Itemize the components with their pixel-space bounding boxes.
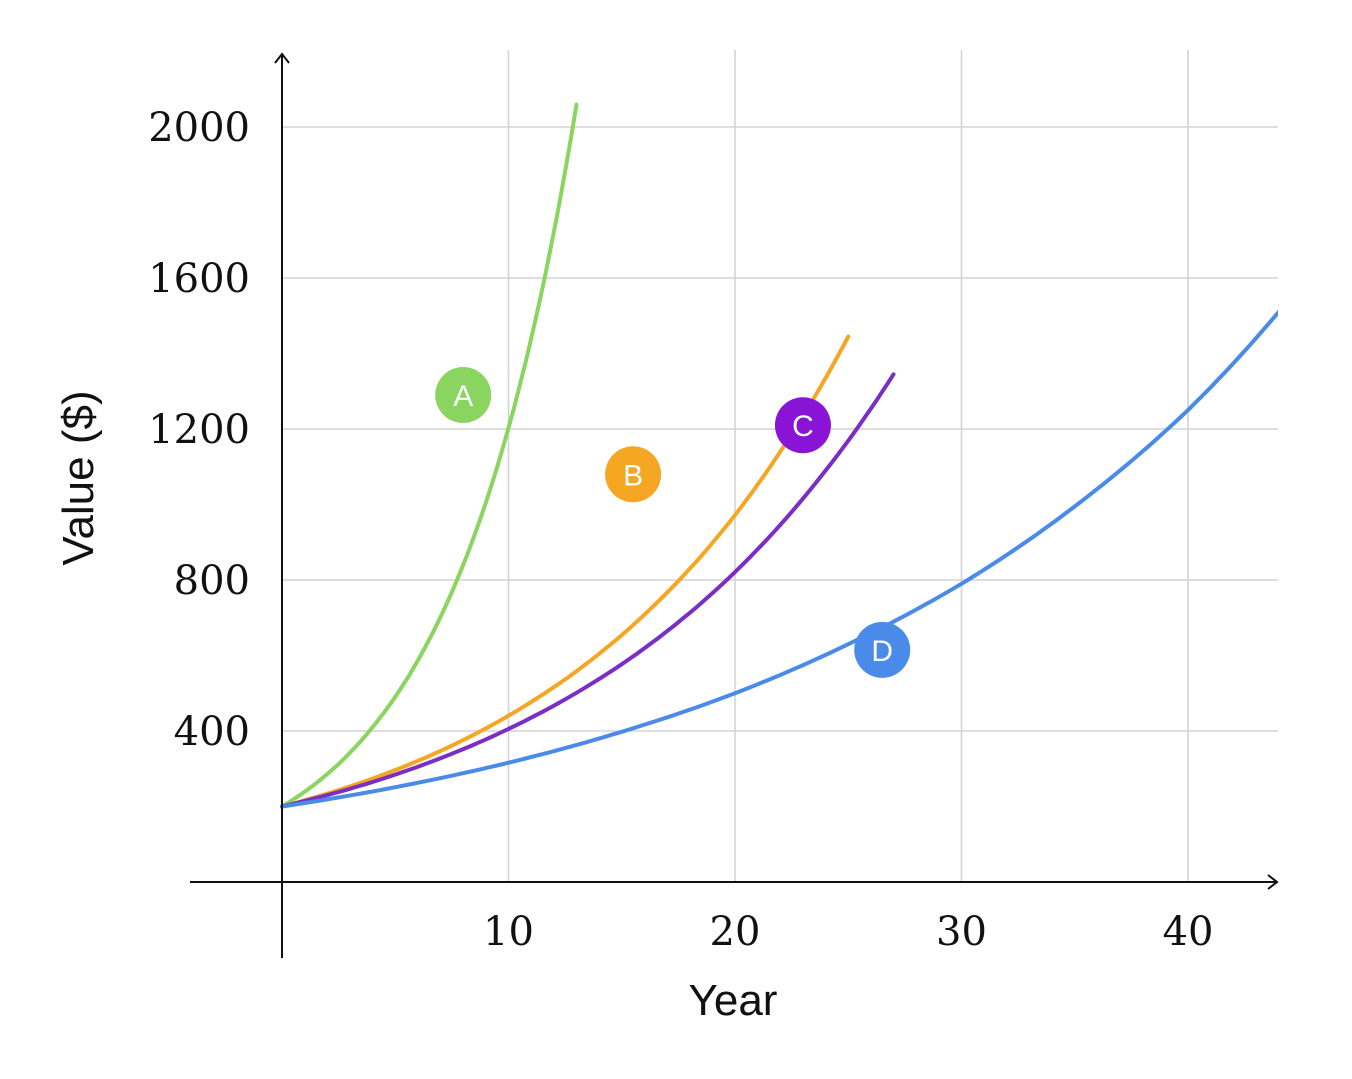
series-line-D <box>280 310 1278 809</box>
x-axis-title: Year <box>689 976 778 1025</box>
badge-label: D <box>871 635 893 668</box>
x-axis-arrow-icon <box>1267 874 1279 890</box>
y-tick-label: 1200 <box>148 407 250 453</box>
y-axis-arrow-icon <box>274 52 290 64</box>
y-axis-title: Value ($) <box>54 390 103 565</box>
badge-label: C <box>792 410 814 443</box>
badge-label: A <box>453 380 473 413</box>
x-tick-label: 30 <box>936 909 987 955</box>
badge-D: D <box>854 621 911 678</box>
y-tick-label: 400 <box>174 709 250 755</box>
y-tick-label: 800 <box>174 558 250 604</box>
badge-A: A <box>435 367 492 424</box>
y-tick-label: 2000 <box>148 105 250 151</box>
badge-C: C <box>774 397 831 454</box>
tick-labels: 10 20 30 40 400 800 1200 1600 2000 <box>148 105 1213 955</box>
y-tick-label: 1600 <box>148 256 250 302</box>
series-line-A <box>280 102 579 809</box>
badge-circle <box>435 367 492 424</box>
badge-B: B <box>605 446 662 503</box>
badge-circle <box>774 397 831 454</box>
x-tick-label: 40 <box>1163 909 1214 955</box>
badge-label: B <box>623 459 643 492</box>
x-tick-label: 20 <box>710 909 761 955</box>
series-lines <box>280 102 1278 809</box>
x-tick-label: 10 <box>483 909 534 955</box>
axes <box>190 52 1279 958</box>
series-line-C <box>280 372 896 809</box>
grid <box>282 50 1278 882</box>
badge-circle <box>854 621 911 678</box>
series-badges: A B C D <box>435 367 911 678</box>
badge-circle <box>605 446 662 503</box>
